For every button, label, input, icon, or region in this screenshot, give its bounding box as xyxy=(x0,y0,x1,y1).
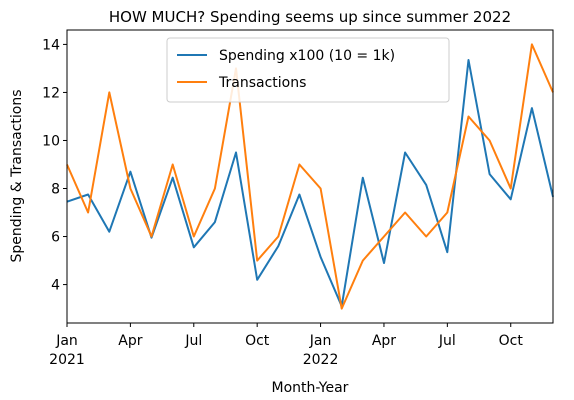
y-axis-label: Spending & Transactions xyxy=(9,90,25,263)
y-tick-label: 10 xyxy=(42,133,60,149)
x-tick-label: Jan xyxy=(309,333,332,349)
x-axis-label: Month-Year xyxy=(272,380,349,396)
x-tick-label: Jul xyxy=(438,333,456,349)
x-tick-year-label: 2022 xyxy=(303,352,339,368)
x-tick-label: Jul xyxy=(184,333,202,349)
legend: Spending x100 (10 = 1k) Transactions xyxy=(166,37,450,103)
y-tick-label: 4 xyxy=(51,278,60,294)
plot-frame xyxy=(66,29,554,324)
legend-label: Spending x100 (10 = 1k) xyxy=(219,48,395,64)
y-tick-label: 8 xyxy=(51,182,60,198)
x-tick-label: Apr xyxy=(118,333,142,349)
y-tick-label: 14 xyxy=(42,37,60,53)
x-tick-label: Jan xyxy=(55,333,78,349)
x-tick-label: Oct xyxy=(245,333,270,349)
y-axis: 4 6 8 10 12 14 xyxy=(42,37,67,294)
legend-label: Transactions xyxy=(218,75,306,91)
x-tick-year-label: 2021 xyxy=(49,352,85,368)
x-tick-label: Oct xyxy=(499,333,524,349)
y-tick-label: 12 xyxy=(42,85,60,101)
x-axis: Jan 2021 Apr Jul Oct Jan 2022 Apr Jul Oct xyxy=(49,323,523,368)
series-line-2 xyxy=(66,43,554,310)
x-tick-label: Apr xyxy=(372,333,396,349)
legend-box xyxy=(166,37,450,103)
y-tick-label: 6 xyxy=(51,230,60,246)
chart-title: HOW MUCH? Spending seems up since summer… xyxy=(109,8,511,26)
plot-series xyxy=(66,43,554,310)
